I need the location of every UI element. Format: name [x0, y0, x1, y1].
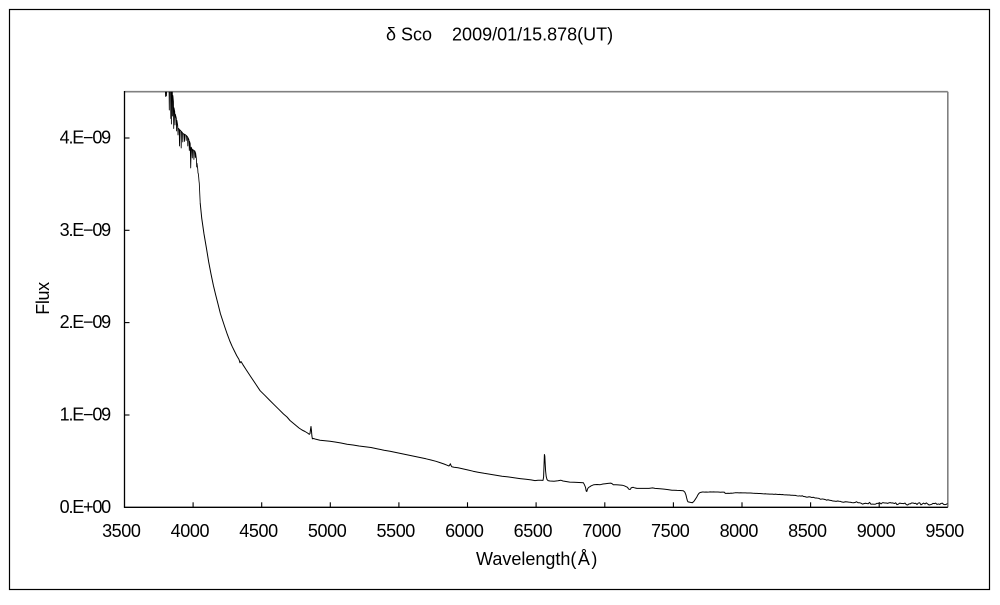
svg-text:8500: 8500: [788, 521, 827, 541]
svg-text:Flux: Flux: [33, 282, 53, 315]
svg-text:δ Sco 2009/01/15.878(UT): δ Sco 2009/01/15.878(UT): [386, 24, 613, 44]
svg-text:5000: 5000: [308, 521, 347, 541]
svg-text:0.E+00: 0.E+00: [60, 497, 112, 517]
svg-text:3500: 3500: [102, 521, 141, 541]
svg-text:4500: 4500: [239, 521, 278, 541]
svg-text:1.E−09: 1.E−09: [60, 405, 112, 425]
svg-text:9500: 9500: [925, 521, 964, 541]
svg-text:3.E−09: 3.E−09: [60, 220, 112, 240]
svg-text:Wavelength( Å ): Wavelength( Å ): [476, 549, 597, 569]
svg-text:2.E−09: 2.E−09: [60, 312, 112, 332]
svg-text:6000: 6000: [445, 521, 484, 541]
svg-text:7000: 7000: [582, 521, 621, 541]
svg-text:8000: 8000: [720, 521, 759, 541]
svg-text:4000: 4000: [171, 521, 210, 541]
svg-text:9000: 9000: [857, 521, 896, 541]
svg-text:5500: 5500: [376, 521, 415, 541]
svg-text:7500: 7500: [651, 521, 690, 541]
svg-text:6500: 6500: [514, 521, 553, 541]
svg-text:4.E−09: 4.E−09: [60, 128, 112, 148]
